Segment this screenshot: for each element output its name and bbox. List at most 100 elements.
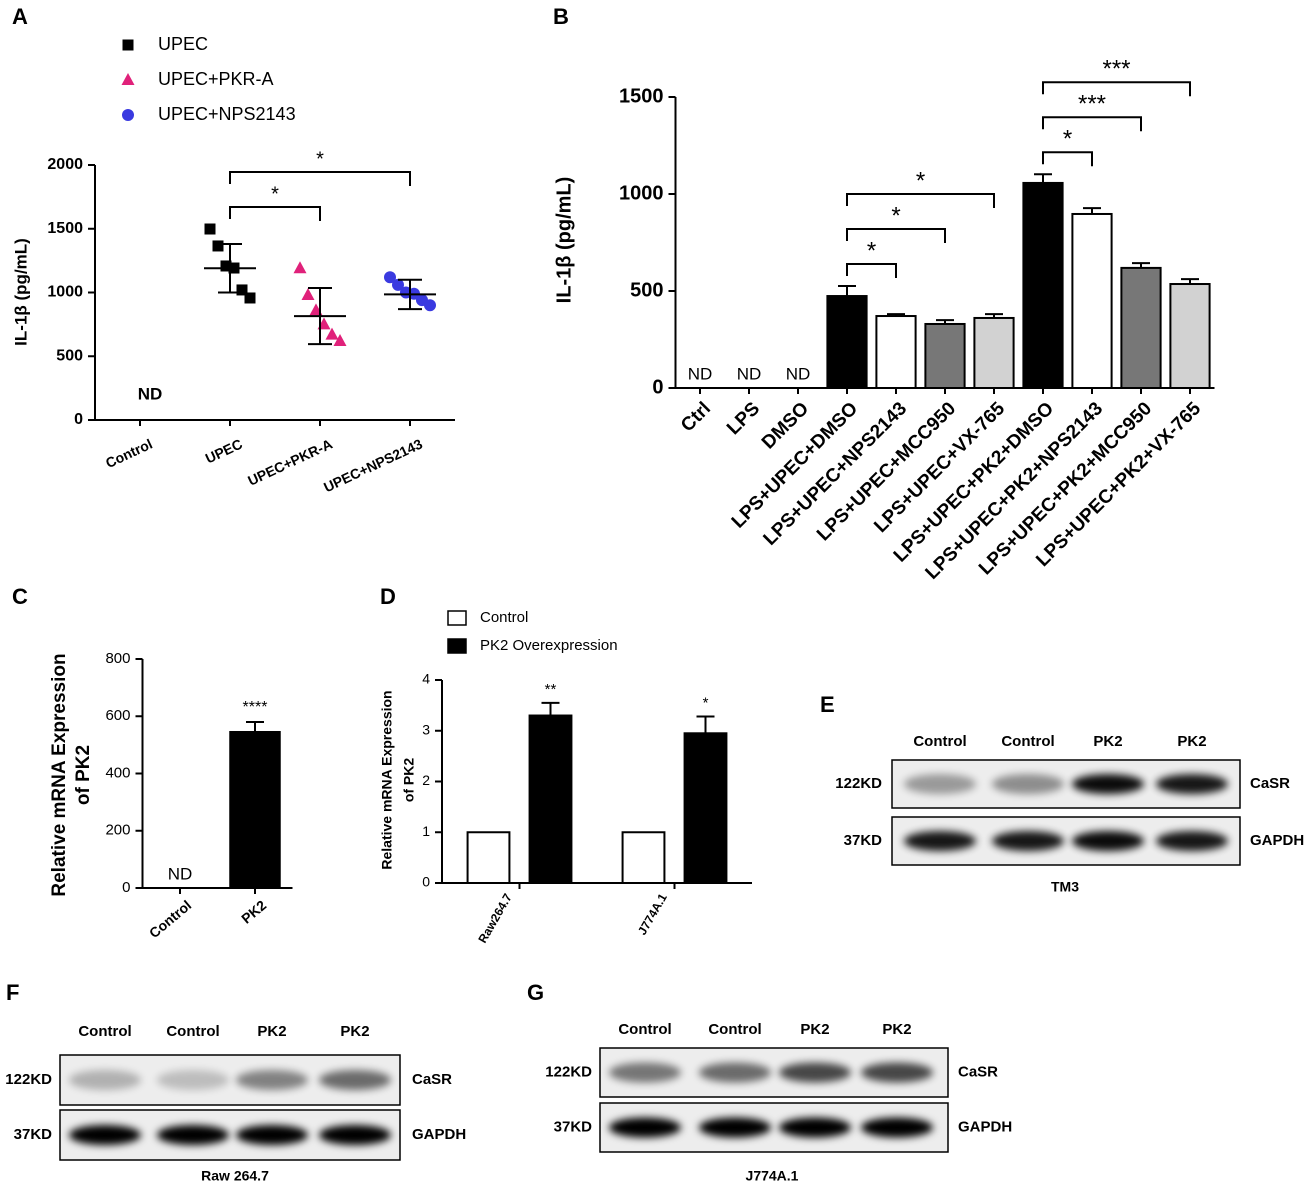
lane-label: Control: [913, 733, 966, 750]
x-tick-label: Ctrl: [677, 398, 715, 436]
legend-label: UPEC: [158, 34, 208, 54]
blot-band: [699, 1062, 771, 1083]
band-size: 37KD: [14, 1126, 53, 1143]
band-protein: GAPDH: [958, 1118, 1012, 1135]
y-tick-label: 0: [422, 874, 430, 890]
legend-swatch: [447, 610, 467, 626]
blot-caption: J774A.1: [746, 1168, 799, 1184]
bar: [229, 730, 281, 890]
blot-band: [1156, 831, 1228, 851]
y-tick-label: 1: [422, 823, 430, 839]
y-tick-label: 400: [105, 764, 130, 781]
blot-band: [779, 1062, 851, 1083]
bar: [875, 315, 917, 389]
blot-band: [157, 1125, 229, 1145]
x-tick-label: Control: [146, 897, 194, 941]
significance-bracket: [1042, 151, 1093, 167]
significance-bracket: [846, 227, 946, 243]
blot-band: [861, 1117, 933, 1138]
blot-caption: TM3: [1051, 879, 1079, 895]
error-bar: [696, 715, 715, 734]
bar: [973, 316, 1015, 389]
significance-bracket: [229, 171, 411, 187]
error-bar: [246, 720, 264, 732]
blot-band: [1156, 774, 1228, 794]
x-tick-label: Raw264.7: [475, 891, 515, 946]
error-bar: [1181, 278, 1199, 285]
blot-band: [904, 831, 976, 851]
x-tick-label: UPEC+NPS2143: [321, 435, 425, 495]
error-bar: [1083, 207, 1101, 214]
value-label: ND: [168, 864, 193, 883]
y-tick-label: 800: [105, 650, 130, 667]
bar: [924, 322, 966, 390]
blot-band: [992, 774, 1064, 794]
band-protein: GAPDH: [1250, 832, 1304, 849]
band-size: 37KD: [554, 1118, 593, 1135]
panel-letter: D: [380, 584, 396, 609]
band-size: 37KD: [844, 832, 883, 849]
y-axis-label: Relative mRNA Expression: [49, 653, 70, 896]
x-tick-label: Control: [103, 436, 155, 472]
data-point: [244, 292, 256, 304]
lane-label: Control: [1001, 733, 1054, 750]
y-tick-label: 3: [422, 721, 430, 737]
blot-band: [609, 1117, 681, 1138]
legend-label: UPEC+NPS2143: [158, 104, 296, 124]
y-tick-label: 1500: [47, 220, 83, 237]
data-point: [220, 260, 232, 272]
blot-band: [699, 1117, 771, 1138]
value-label: ND: [688, 364, 713, 383]
data-point: [392, 278, 404, 291]
error-bar: [541, 701, 560, 716]
band-protein: GAPDH: [412, 1126, 466, 1143]
data-point: [204, 223, 216, 235]
data-point: [236, 284, 248, 296]
significance-label: ****: [243, 699, 268, 716]
bar: [1022, 181, 1064, 389]
data-point: [333, 333, 347, 346]
lane-label: PK2: [340, 1023, 369, 1040]
blot-band: [69, 1070, 141, 1090]
blot-band: [861, 1062, 933, 1083]
lane-label: Control: [166, 1023, 219, 1040]
band-size: 122KD: [545, 1063, 592, 1080]
bar: [621, 831, 666, 884]
blot-band: [1072, 831, 1144, 851]
error-bar: [985, 313, 1003, 318]
value-label: ND: [786, 364, 811, 383]
legend-label: UPEC+PKR-A: [158, 69, 274, 89]
legend-marker: [122, 109, 134, 121]
blot-band: [157, 1070, 229, 1090]
significance-bracket: [846, 192, 995, 208]
data-point: [293, 261, 307, 274]
data-point: [325, 327, 339, 340]
y-axis-label: IL-1β (pg/mL): [553, 177, 575, 304]
significance-label: ***: [1102, 56, 1130, 83]
significance-bracket: [1042, 81, 1191, 97]
legend-label: Control: [480, 609, 528, 626]
y-tick-label: 0: [652, 376, 663, 398]
x-tick-label: UPEC: [203, 436, 245, 467]
bar: [466, 831, 511, 884]
blot-band: [236, 1125, 308, 1145]
y-tick-label: 500: [630, 279, 663, 301]
x-tick-label: PK2: [238, 897, 269, 927]
significance-label: ***: [1078, 91, 1106, 118]
lane-label: Control: [78, 1023, 131, 1040]
significance-label: **: [545, 681, 557, 698]
blot-band: [779, 1117, 851, 1138]
error-bar: [838, 284, 856, 297]
error-bar: [398, 278, 422, 311]
blot-band: [904, 774, 976, 794]
legend-marker: [121, 73, 135, 85]
bar: [1169, 283, 1211, 389]
error-bar: [1034, 173, 1052, 183]
significance-label: *: [271, 183, 279, 205]
panel-letter: C: [12, 584, 28, 609]
y-axis-label: IL-1β (pg/mL): [11, 238, 30, 346]
band-protein: CaSR: [412, 1071, 452, 1088]
y-axis-label: of PK2: [401, 758, 417, 803]
y-tick-label: 1000: [619, 182, 664, 204]
